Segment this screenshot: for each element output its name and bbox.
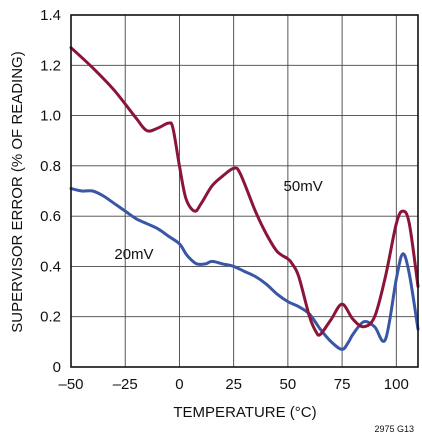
series-line-50mv — [69, 46, 420, 337]
series-lines — [69, 46, 420, 351]
x-tick-label: –50 — [58, 376, 83, 393]
y-tick-label: 0 — [53, 359, 61, 376]
x-tick-label: –25 — [113, 376, 138, 393]
x-tick-label: 50 — [280, 376, 297, 393]
y-axis-title: SUPERVISOR ERROR (% OF READING) — [9, 51, 26, 332]
y-tick-labels: 0 0.2 0.4 0.6 0.8 1.0 1.2 1.4 — [40, 7, 61, 376]
y-tick-label: 1.4 — [40, 7, 61, 24]
series-label-50mv: 50mV — [284, 178, 323, 195]
x-tick-label: 100 — [384, 376, 409, 393]
y-tick-label: 0.4 — [40, 258, 61, 275]
series-labels: 50mV 20mV — [114, 178, 322, 263]
x-tick-label: 25 — [225, 376, 242, 393]
plot-frame — [70, 14, 419, 368]
x-axis-title: TEMPERATURE (°C) — [173, 404, 316, 421]
x-tick-label: 0 — [175, 376, 183, 393]
y-tick-label: 0.8 — [40, 158, 61, 175]
y-tick-label: 1.2 — [40, 57, 61, 74]
y-tick-label: 0.2 — [40, 309, 61, 326]
y-tick-label: 1.0 — [40, 108, 61, 125]
series-label-20mv: 20mV — [114, 246, 153, 263]
series-line-20mv — [69, 186, 420, 351]
x-tick-labels: –50 –25 0 25 50 75 100 — [58, 376, 408, 393]
y-tick-label: 0.6 — [40, 208, 61, 225]
grid — [70, 14, 418, 368]
figure-id: 2975 G13 — [374, 424, 414, 434]
x-tick-label: 75 — [334, 376, 351, 393]
